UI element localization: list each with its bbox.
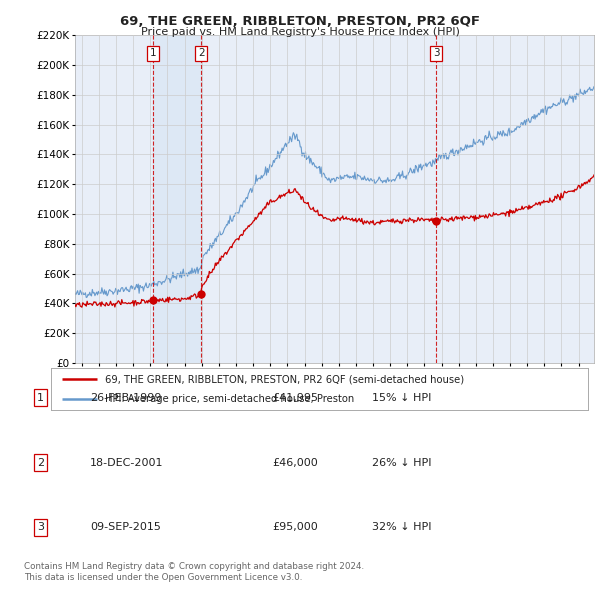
Text: £95,000: £95,000 (272, 523, 318, 532)
Text: 18-DEC-2001: 18-DEC-2001 (90, 458, 164, 467)
Text: 09-SEP-2015: 09-SEP-2015 (90, 523, 161, 532)
Text: 32% ↓ HPI: 32% ↓ HPI (372, 523, 431, 532)
Text: £46,000: £46,000 (272, 458, 318, 467)
Text: 69, THE GREEN, RIBBLETON, PRESTON, PR2 6QF: 69, THE GREEN, RIBBLETON, PRESTON, PR2 6… (120, 15, 480, 28)
Text: 26% ↓ HPI: 26% ↓ HPI (372, 458, 431, 467)
Text: Contains HM Land Registry data © Crown copyright and database right 2024.: Contains HM Land Registry data © Crown c… (24, 562, 364, 571)
Text: Price paid vs. HM Land Registry's House Price Index (HPI): Price paid vs. HM Land Registry's House … (140, 27, 460, 37)
Text: 26-FEB-1999: 26-FEB-1999 (90, 393, 162, 402)
Text: 3: 3 (37, 523, 44, 532)
Text: 69, THE GREEN, RIBBLETON, PRESTON, PR2 6QF (semi-detached house): 69, THE GREEN, RIBBLETON, PRESTON, PR2 6… (105, 374, 464, 384)
Text: This data is licensed under the Open Government Licence v3.0.: This data is licensed under the Open Gov… (24, 573, 302, 582)
Text: 15% ↓ HPI: 15% ↓ HPI (372, 393, 431, 402)
Text: 3: 3 (433, 48, 440, 58)
Text: 1: 1 (149, 48, 156, 58)
Text: 2: 2 (198, 48, 205, 58)
Bar (153, 35, 201, 363)
Text: £41,995: £41,995 (272, 393, 319, 402)
Text: 2: 2 (37, 458, 44, 467)
Text: 1: 1 (37, 393, 44, 402)
Text: HPI: Average price, semi-detached house, Preston: HPI: Average price, semi-detached house,… (105, 394, 354, 404)
